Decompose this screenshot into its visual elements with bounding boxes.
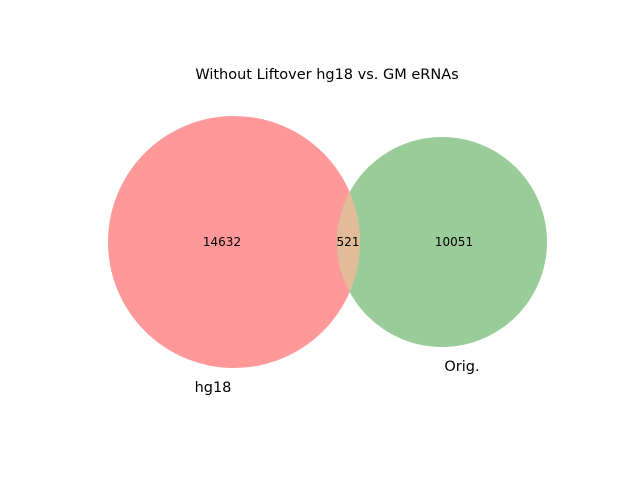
intersection-count: 521 [337, 235, 360, 249]
chart-title: Without Liftover hg18 vs. GM eRNAs [195, 67, 458, 83]
left-set-label: hg18 [195, 380, 232, 396]
right-set-circle [337, 137, 547, 347]
right-only-count: 10051 [435, 235, 473, 249]
left-set-circle [108, 116, 360, 368]
right-set-label: Orig. [444, 359, 479, 375]
left-only-count: 14632 [203, 235, 241, 249]
